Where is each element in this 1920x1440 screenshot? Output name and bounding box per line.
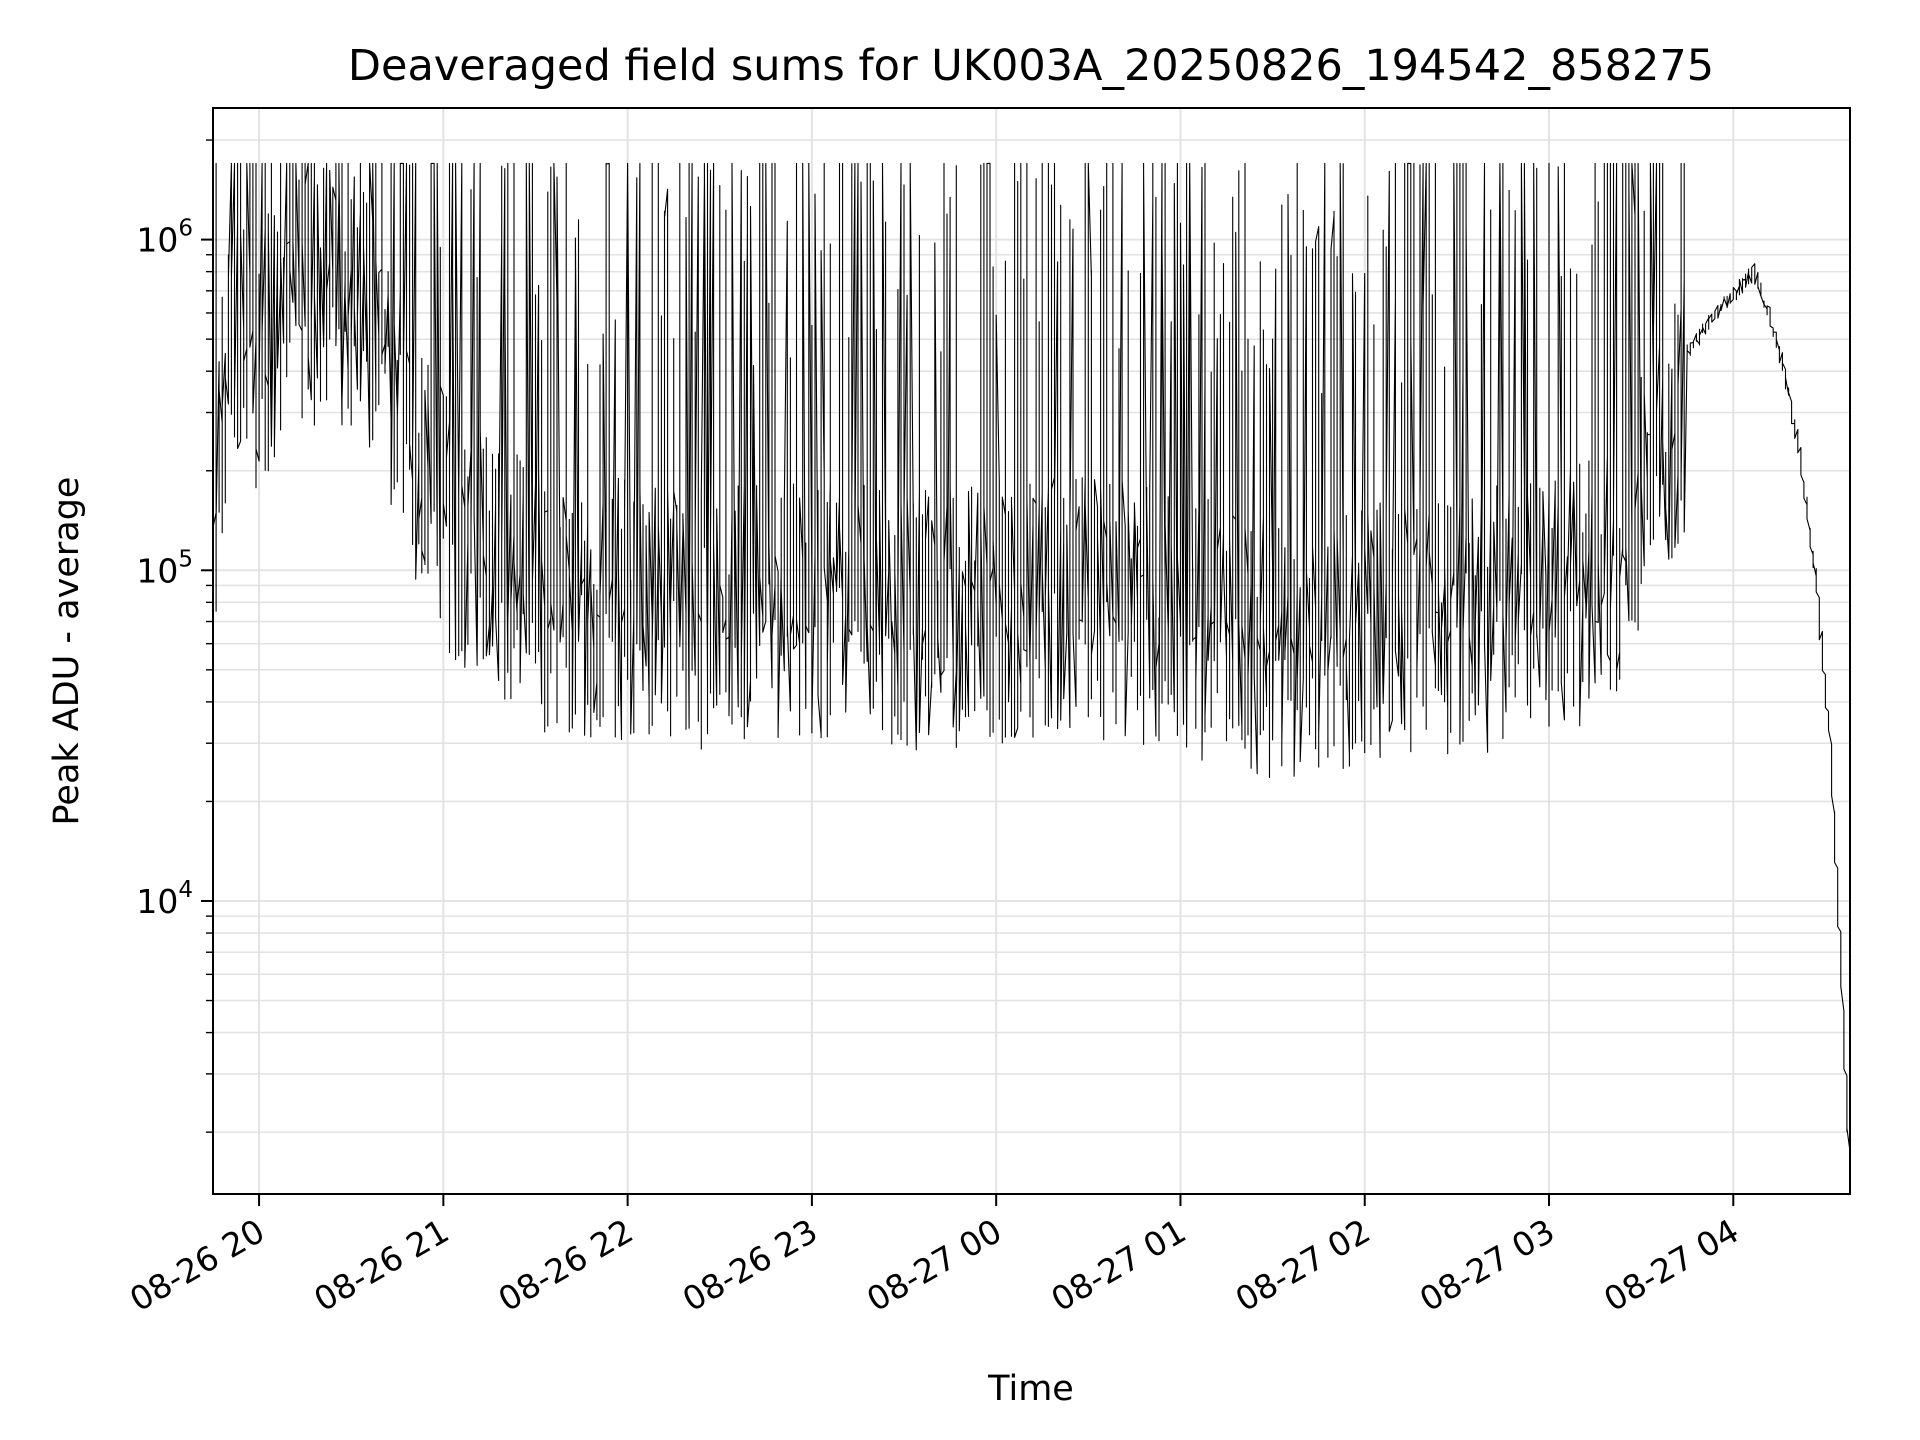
- series-line: [212, 162, 1851, 1152]
- y-axis: 104 105 106: [136, 139, 213, 1133]
- plot-frame: [212, 107, 1851, 1195]
- y-tick-label: 106: [136, 216, 193, 260]
- x-axis: 08-26 20 08-26 21 08-26 22 08-26 23 08-27 00…: [123, 1194, 1745, 1319]
- x-tick-label: 08-26 21: [307, 1211, 455, 1319]
- x-tick-label: 08-27 01: [1044, 1211, 1192, 1319]
- x-tick-label: 08-27 03: [1413, 1211, 1561, 1319]
- y-tick-label: 104: [136, 877, 193, 921]
- x-tick-label: 08-27 00: [860, 1211, 1008, 1319]
- x-tick-label: 08-26 22: [492, 1211, 640, 1319]
- x-tick-label: 08-26 23: [676, 1211, 824, 1319]
- x-tick-label: 08-27 02: [1229, 1211, 1377, 1319]
- chart-title: Deaveraged field sums for UK003A_2025082…: [348, 41, 1714, 91]
- y-tick-label: 105: [136, 546, 193, 590]
- x-tick-label: 08-27 04: [1597, 1211, 1745, 1319]
- y-axis-label: Peak ADU - average: [47, 477, 87, 826]
- x-tick-label: 08-26 20: [123, 1211, 271, 1319]
- x-axis-label: Time: [987, 1369, 1074, 1409]
- series-group: [212, 162, 1851, 1152]
